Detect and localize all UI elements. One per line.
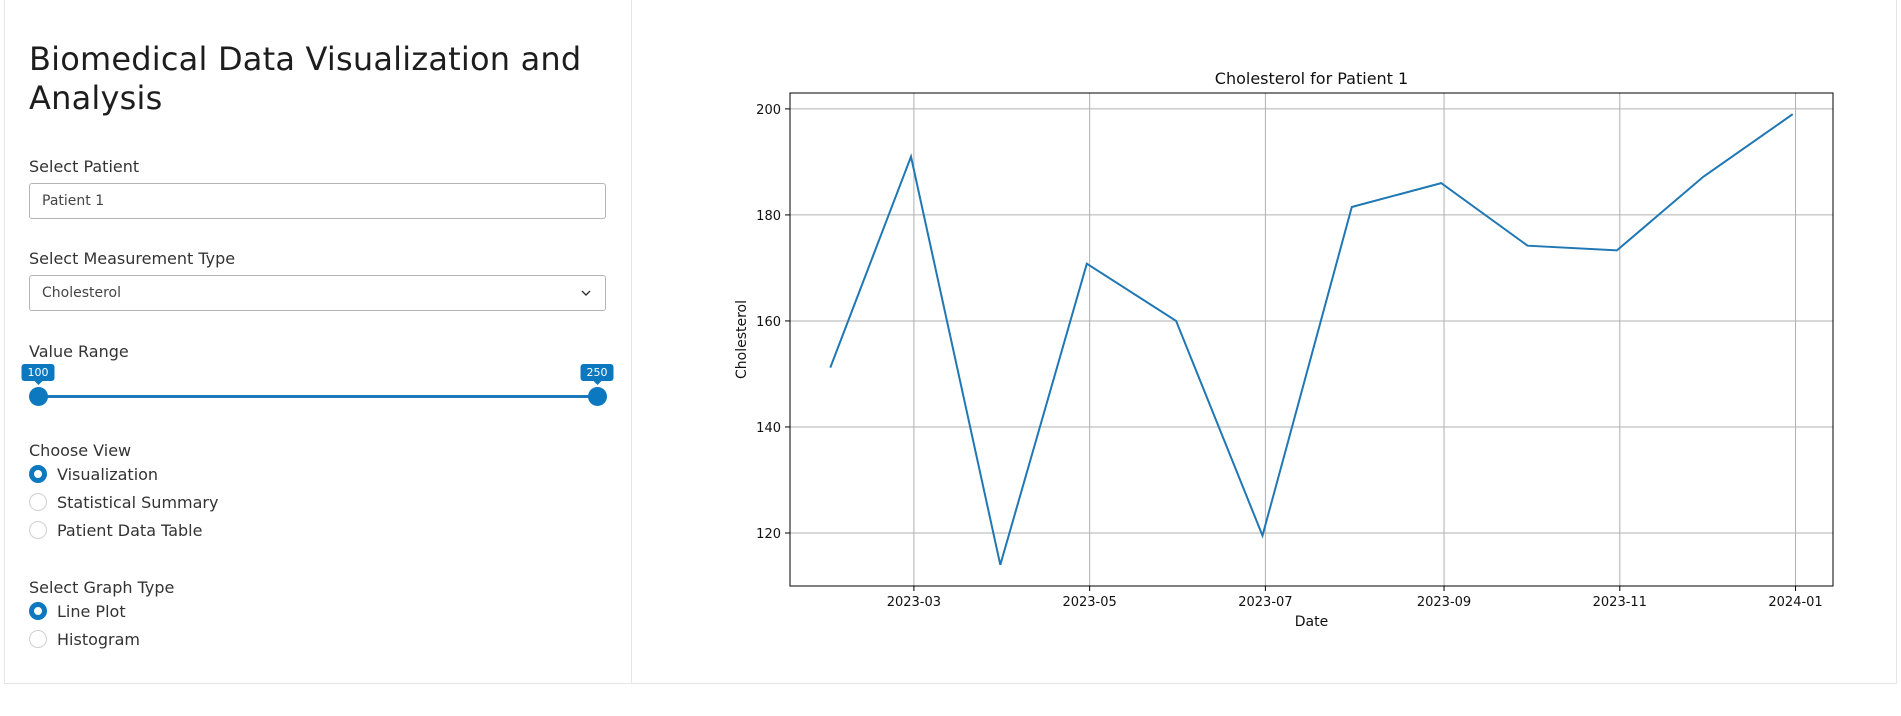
y-axis-label: Cholesterol — [734, 300, 750, 379]
measurement-field: Select Measurement Type Cholesterol — [29, 249, 606, 311]
y-tick-label: 160 — [756, 315, 781, 330]
value-range-field: Value Range 100 250 — [21, 342, 614, 414]
measurement-select[interactable]: Cholesterol — [29, 275, 606, 311]
radio-button[interactable] — [29, 602, 47, 620]
radio-button[interactable] — [29, 630, 47, 648]
main-panel: 2023-03 2023-05 2023-07 2023-09 2023-11 2024-… — [632, 0, 1896, 683]
graph-type-radio-group: Line Plot Histogram — [29, 597, 174, 653]
app-title: Biomedical Data Visualization and Analys… — [29, 40, 582, 117]
y-tick-label: 180 — [756, 209, 781, 224]
view-option[interactable]: Patient Data Table — [29, 516, 218, 544]
slider-high-handle[interactable] — [588, 387, 607, 406]
graph-type-label: Select Graph Type — [29, 578, 175, 597]
cholesterol-chart: 2023-03 2023-05 2023-07 2023-09 2023-11 2024-… — [734, 69, 1834, 630]
view-radio-group: Visualization Statistical Summary Patient … — [29, 460, 218, 544]
graph-type-option-label: Histogram — [57, 629, 140, 649]
slider-low-label: 100 — [21, 364, 55, 385]
radio-button[interactable] — [29, 521, 47, 539]
slider-low-handle[interactable] — [29, 387, 48, 406]
graph-type-option[interactable]: Line Plot — [29, 597, 174, 625]
radio-button[interactable] — [29, 465, 47, 483]
graph-type-field: Select Graph Type Line Plot Histogram — [29, 578, 174, 653]
sidebar-panel: Biomedical Data Visualization and Analys… — [5, 0, 632, 683]
x-tick-label: 2023-09 — [1417, 595, 1471, 610]
graph-type-option[interactable]: Histogram — [29, 625, 174, 653]
patient-label: Select Patient — [29, 157, 140, 176]
view-option-label: Patient Data Table — [57, 520, 203, 540]
view-field: Choose View Visualization Statistical Sum… — [29, 441, 218, 544]
value-range-label: Value Range — [29, 342, 129, 361]
chevron-down-icon — [581, 290, 591, 296]
y-tick-label: 200 — [756, 103, 781, 118]
x-axis-label: Date — [1295, 614, 1328, 630]
view-label: Choose View — [29, 441, 132, 460]
view-option-label: Visualization — [57, 464, 159, 484]
radio-button[interactable] — [29, 493, 47, 511]
x-tick-label: 2024-01 — [1768, 595, 1822, 610]
view-option[interactable]: Statistical Summary — [29, 488, 218, 516]
chart-title: Cholesterol for Patient 1 — [1215, 69, 1408, 88]
y-tick-label: 140 — [756, 421, 781, 436]
patient-input-value: Patient 1 — [42, 193, 105, 209]
measurement-label: Select Measurement Type — [29, 249, 236, 268]
plot-frame — [789, 92, 1834, 587]
patient-input[interactable]: Patient 1 — [29, 183, 606, 219]
slider-high-label: 250 — [580, 364, 614, 385]
value-range-slider[interactable]: 100 250 — [21, 364, 614, 414]
x-tick-label: 2023-07 — [1238, 595, 1292, 610]
series-line — [829, 113, 1794, 566]
slider-track[interactable] — [38, 395, 597, 398]
x-tick-label: 2023-05 — [1062, 595, 1116, 610]
graph-type-option-label: Line Plot — [57, 601, 126, 621]
y-tick-label: 120 — [756, 527, 781, 542]
x-tick-label: 2023-11 — [1593, 595, 1647, 610]
view-option-label: Statistical Summary — [57, 492, 219, 512]
patient-field: Select Patient Patient 1 — [29, 157, 606, 219]
app-window: Biomedical Data Visualization and Analys… — [4, 0, 1897, 684]
view-option[interactable]: Visualization — [29, 460, 218, 488]
measurement-select-value: Cholesterol — [42, 285, 122, 301]
x-tick-label: 2023-03 — [887, 595, 941, 610]
